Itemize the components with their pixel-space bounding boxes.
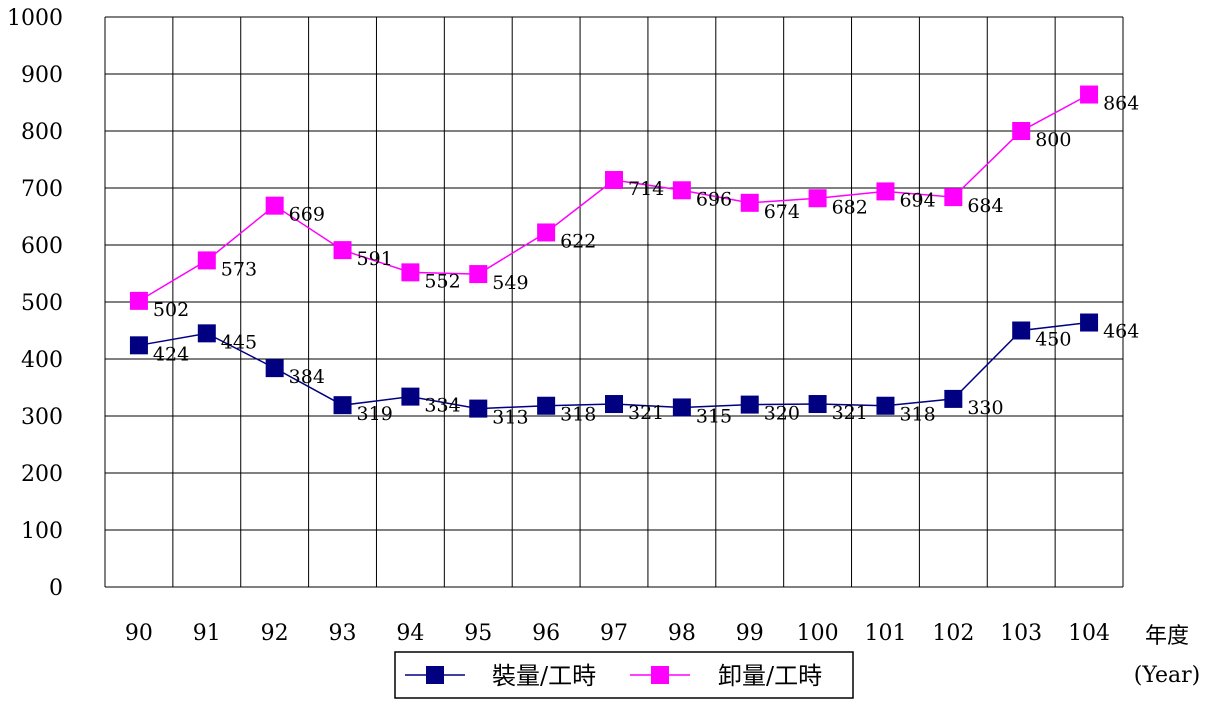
x-tick-label: 97 xyxy=(600,621,628,646)
data-point-marker xyxy=(672,181,691,200)
data-point-marker xyxy=(537,223,556,242)
data-point-marker xyxy=(197,324,216,343)
x-axis-label: 年度 xyxy=(1145,624,1189,649)
legend-label-series-2: 卸量/工時 xyxy=(718,662,822,690)
data-label: 424 xyxy=(153,343,189,365)
data-label: 800 xyxy=(1035,129,1071,151)
data-point-marker xyxy=(333,241,352,260)
legend-marker-series-1 xyxy=(426,666,444,684)
y-axis-ticks: 0 100 200 300 400 500 600 700 800 900 1000 xyxy=(7,6,63,601)
y-tick-label: 700 xyxy=(21,177,63,202)
data-label: 445 xyxy=(221,331,257,353)
data-point-marker xyxy=(129,336,148,355)
y-tick-label: 300 xyxy=(21,405,63,430)
x-axis-label-sub: (Year) xyxy=(1134,663,1200,688)
data-point-marker xyxy=(944,389,963,408)
y-tick-label: 100 xyxy=(21,519,63,544)
data-label: 321 xyxy=(628,402,664,424)
x-axis-ticks: 90 91 92 93 94 95 96 97 98 99 100 101 102 103 104 xyxy=(125,621,1110,646)
data-point-marker xyxy=(808,395,827,414)
x-tick-label: 94 xyxy=(396,621,424,646)
data-label: 318 xyxy=(560,404,596,426)
x-tick-label: 90 xyxy=(125,621,153,646)
data-label: 682 xyxy=(832,196,868,218)
data-label: 694 xyxy=(899,189,935,211)
data-label: 320 xyxy=(764,403,800,425)
data-label: 549 xyxy=(492,272,528,294)
x-tick-label: 95 xyxy=(464,621,492,646)
x-tick-label: 103 xyxy=(1000,621,1042,646)
data-point-marker xyxy=(537,396,556,415)
data-label: 334 xyxy=(424,395,460,417)
data-label: 674 xyxy=(764,201,800,223)
y-tick-label: 600 xyxy=(21,234,63,259)
y-tick-label: 400 xyxy=(21,348,63,373)
y-tick-label: 500 xyxy=(21,291,63,316)
data-label: 321 xyxy=(832,402,868,424)
data-label: 313 xyxy=(492,407,528,429)
data-point-marker xyxy=(605,395,623,414)
data-point-marker xyxy=(265,359,284,378)
data-label: 573 xyxy=(221,258,257,280)
data-label: 669 xyxy=(289,204,325,226)
x-tick-label: 98 xyxy=(668,621,696,646)
y-tick-label: 800 xyxy=(21,120,63,145)
data-label: 696 xyxy=(696,188,732,210)
data-point-marker xyxy=(129,291,148,310)
data-point-marker xyxy=(401,387,420,406)
data-label: 464 xyxy=(1103,321,1139,343)
series-layer: 424 445 384 319 334 313 318 321 315 320 321 318 330 4… xyxy=(129,85,1139,429)
legend: 裝量/工時 卸量/工時 xyxy=(394,651,854,699)
data-point-marker xyxy=(944,188,963,207)
data-label: 502 xyxy=(153,299,189,321)
y-tick-label: 1000 xyxy=(7,6,63,31)
legend-marker-series-2 xyxy=(651,666,669,684)
data-point-marker xyxy=(876,182,895,201)
data-point-marker xyxy=(401,263,420,282)
data-point-marker xyxy=(740,193,759,212)
data-label: 714 xyxy=(628,178,664,200)
legend-box xyxy=(394,651,854,699)
x-tick-label: 102 xyxy=(932,621,974,646)
data-point-marker xyxy=(469,265,488,284)
legend-label-series-1: 裝量/工時 xyxy=(492,662,596,690)
data-point-marker xyxy=(197,251,216,270)
data-point-marker xyxy=(1080,85,1099,104)
data-label: 552 xyxy=(424,270,460,292)
data-label: 315 xyxy=(696,405,732,427)
data-point-marker xyxy=(808,189,827,208)
x-tick-label: 92 xyxy=(261,621,289,646)
data-point-marker xyxy=(876,396,895,415)
y-tick-label: 0 xyxy=(49,576,63,601)
data-label: 384 xyxy=(289,366,325,388)
x-tick-label: 96 xyxy=(532,621,560,646)
y-tick-label: 900 xyxy=(21,63,63,88)
data-point-marker xyxy=(1012,122,1031,140)
data-point-marker xyxy=(740,395,759,414)
data-point-marker xyxy=(672,398,691,417)
data-point-marker xyxy=(1080,313,1099,332)
x-tick-label: 104 xyxy=(1068,621,1110,646)
x-tick-label: 93 xyxy=(329,621,357,646)
x-tick-label: 99 xyxy=(736,621,764,646)
x-tick-label: 91 xyxy=(193,621,221,646)
x-tick-label: 101 xyxy=(864,621,906,646)
data-label: 330 xyxy=(967,397,1003,419)
data-point-marker xyxy=(469,399,488,418)
data-label: 591 xyxy=(357,248,393,270)
data-label: 319 xyxy=(357,403,393,425)
data-point-marker xyxy=(265,196,284,215)
data-point-marker xyxy=(605,171,623,190)
data-label: 684 xyxy=(967,195,1003,217)
y-tick-label: 200 xyxy=(21,462,63,487)
data-point-marker xyxy=(1012,321,1031,340)
data-label: 864 xyxy=(1103,93,1139,115)
grid xyxy=(104,16,1124,588)
data-label: 622 xyxy=(560,230,596,252)
data-label: 450 xyxy=(1035,329,1071,351)
x-tick-label: 100 xyxy=(797,621,839,646)
data-point-marker xyxy=(333,396,352,415)
data-label: 318 xyxy=(899,404,935,426)
